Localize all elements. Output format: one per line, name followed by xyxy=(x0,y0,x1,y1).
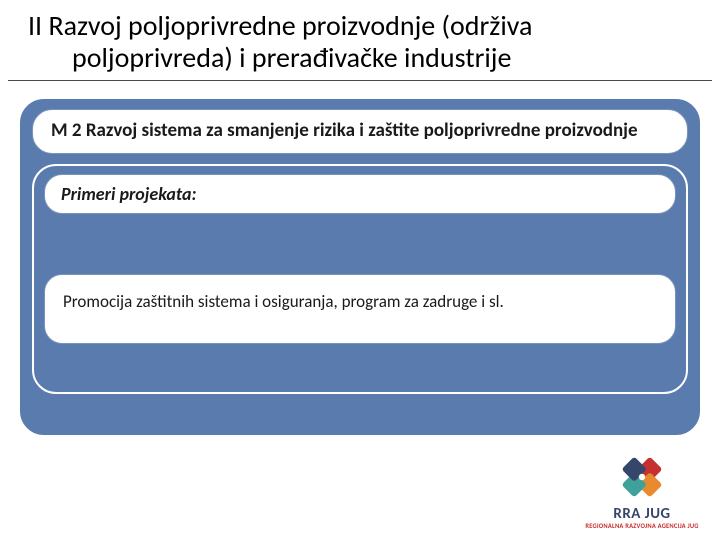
main-card-heading: M 2 Razvoj sistema za smanjenje rizika i… xyxy=(32,109,688,154)
logo: RRA JUG REGIONALNA RAZVOJNA AGENCIJA JUG xyxy=(582,455,702,530)
logo-main-text: RRA JUG xyxy=(582,507,702,522)
slide-title: II Razvoj poljoprivredne proizvodnje (od… xyxy=(8,0,712,81)
main-card: M 2 Razvoj sistema za smanjenje rizika i… xyxy=(18,97,702,437)
logo-sub-text: REGIONALNA RAZVOJNA AGENCIJA JUG xyxy=(582,523,702,530)
title-line-1: II Razvoj poljoprivredne proizvodnje (od… xyxy=(28,8,532,43)
inner-card: Primeri projekata: Promocija zaštitnih s… xyxy=(32,164,688,394)
inner-card-body: Promocija zaštitnih sistema i osiguranja… xyxy=(44,274,676,344)
logo-mark-icon xyxy=(602,455,682,505)
title-line-2: poljoprivreda) i prerađivačke industrije xyxy=(28,42,692,74)
inner-card-heading: Primeri projekata: xyxy=(44,174,676,214)
